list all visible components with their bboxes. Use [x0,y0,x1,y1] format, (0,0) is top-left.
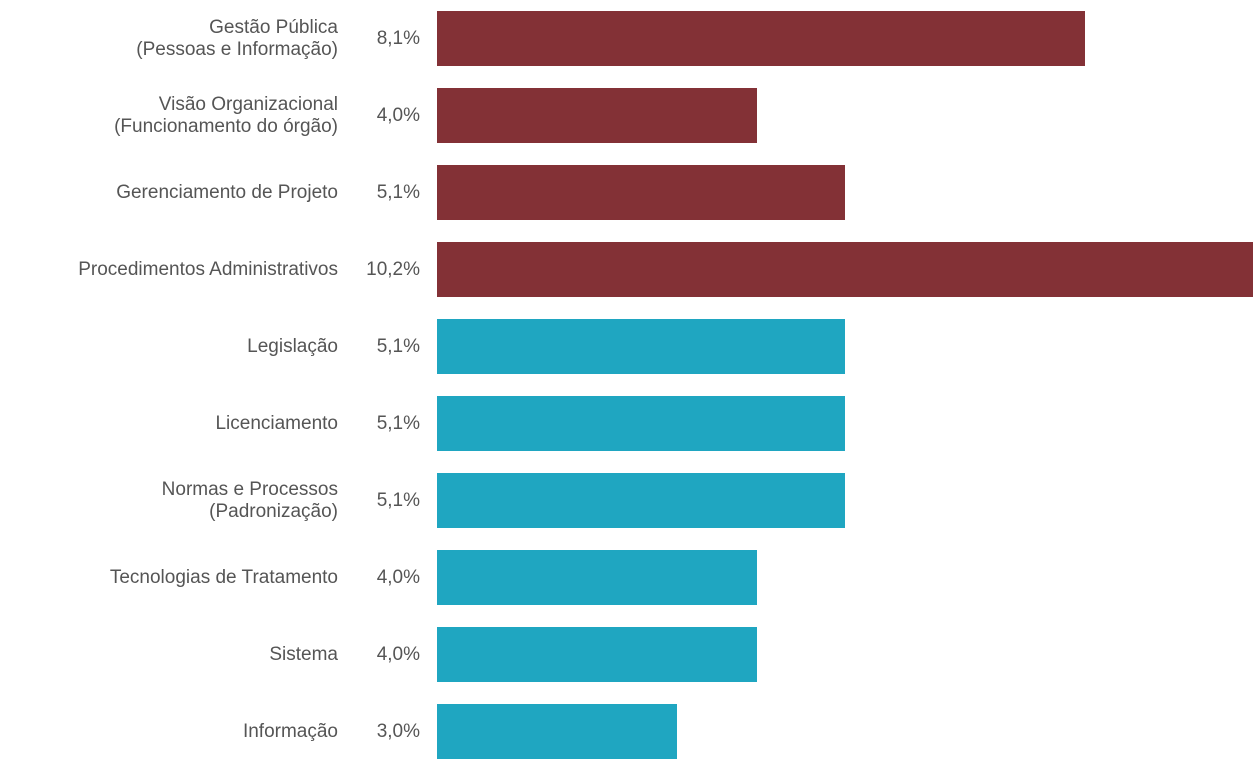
category-label-line: Gestão Pública [209,16,338,38]
category-label-line: Visão Organizacional [158,93,338,115]
category-label-line: Informação [242,720,338,742]
category-label-line: Procedimentos Administrativos [78,258,338,280]
bar-9 [437,704,677,759]
value-label-2: 5,1% [376,181,420,203]
category-label-3: Procedimentos Administrativos [78,259,338,281]
category-label-2: Gerenciamento de Projeto [116,182,338,204]
value-label-0: 8,1% [376,27,420,49]
category-label-6: Normas e Processos (Padronização) [162,479,338,523]
category-label-9: Informação [243,721,338,743]
category-label-4: Legislação [247,336,338,358]
value-label-7: 4,0% [376,566,420,588]
category-label-0: Gestão Pública (Pessoas e Informação) [136,17,338,61]
value-label-4: 5,1% [376,335,420,357]
bar-0 [437,11,1085,66]
bar-2 [437,165,845,220]
bar-8 [437,627,757,682]
value-label-9: 3,0% [376,720,420,742]
bar-4 [437,319,845,374]
bar-5 [437,396,845,451]
category-label-7: Tecnologias de Tratamento [110,567,338,589]
category-label-8: Sistema [269,644,338,666]
category-label-line: Legislação [247,335,338,357]
category-label-line: (Pessoas e Informação) [136,38,338,60]
value-label-3: 10,2% [366,258,420,280]
category-label-line: (Padronização) [209,500,338,522]
category-label-line: Normas e Processos [161,478,338,500]
category-label-line: Gerenciamento de Projeto [116,181,338,203]
category-label-line: Sistema [269,643,338,665]
category-label-5: Licenciamento [215,413,338,435]
value-label-1: 4,0% [376,104,420,126]
value-label-5: 5,1% [376,412,420,434]
category-label-line: Tecnologias de Tratamento [109,566,338,588]
bar-3 [437,242,1253,297]
bar-7 [437,550,757,605]
bar-6 [437,473,845,528]
value-label-8: 4,0% [376,643,420,665]
bar-1 [437,88,757,143]
category-label-line: (Funcionamento do órgão) [114,115,338,137]
category-label-1: Visão Organizacional (Funcionamento do ór… [114,94,338,138]
category-label-line: Licenciamento [215,412,338,434]
value-label-6: 5,1% [376,489,420,511]
